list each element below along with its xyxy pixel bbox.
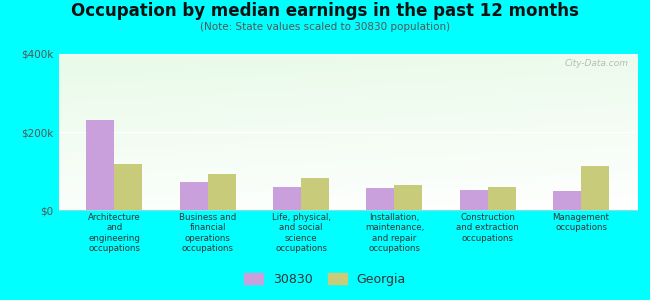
Bar — [208, 174, 236, 210]
Text: City-Data.com: City-Data.com — [564, 59, 629, 68]
Bar — [488, 187, 515, 210]
Bar — [581, 166, 609, 210]
Legend: 30830, Georgia: 30830, Georgia — [239, 268, 411, 291]
Bar — [114, 164, 142, 210]
Bar — [395, 185, 423, 210]
Text: (Note: State values scaled to 30830 population): (Note: State values scaled to 30830 popu… — [200, 22, 450, 32]
Bar — [553, 191, 581, 210]
Bar — [460, 190, 488, 210]
Bar — [301, 178, 329, 210]
Bar — [180, 182, 208, 210]
Text: Occupation by median earnings in the past 12 months: Occupation by median earnings in the pas… — [71, 2, 579, 20]
Bar — [86, 120, 114, 210]
Bar — [367, 188, 395, 210]
Bar — [273, 187, 301, 210]
